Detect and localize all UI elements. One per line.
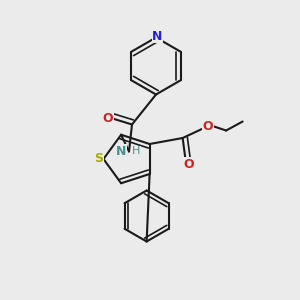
- Text: O: O: [203, 119, 213, 133]
- Text: H: H: [132, 146, 141, 157]
- Text: O: O: [183, 158, 194, 171]
- Text: O: O: [103, 112, 113, 125]
- Text: N: N: [116, 145, 127, 158]
- Text: N: N: [152, 29, 163, 43]
- Text: S: S: [94, 152, 103, 166]
